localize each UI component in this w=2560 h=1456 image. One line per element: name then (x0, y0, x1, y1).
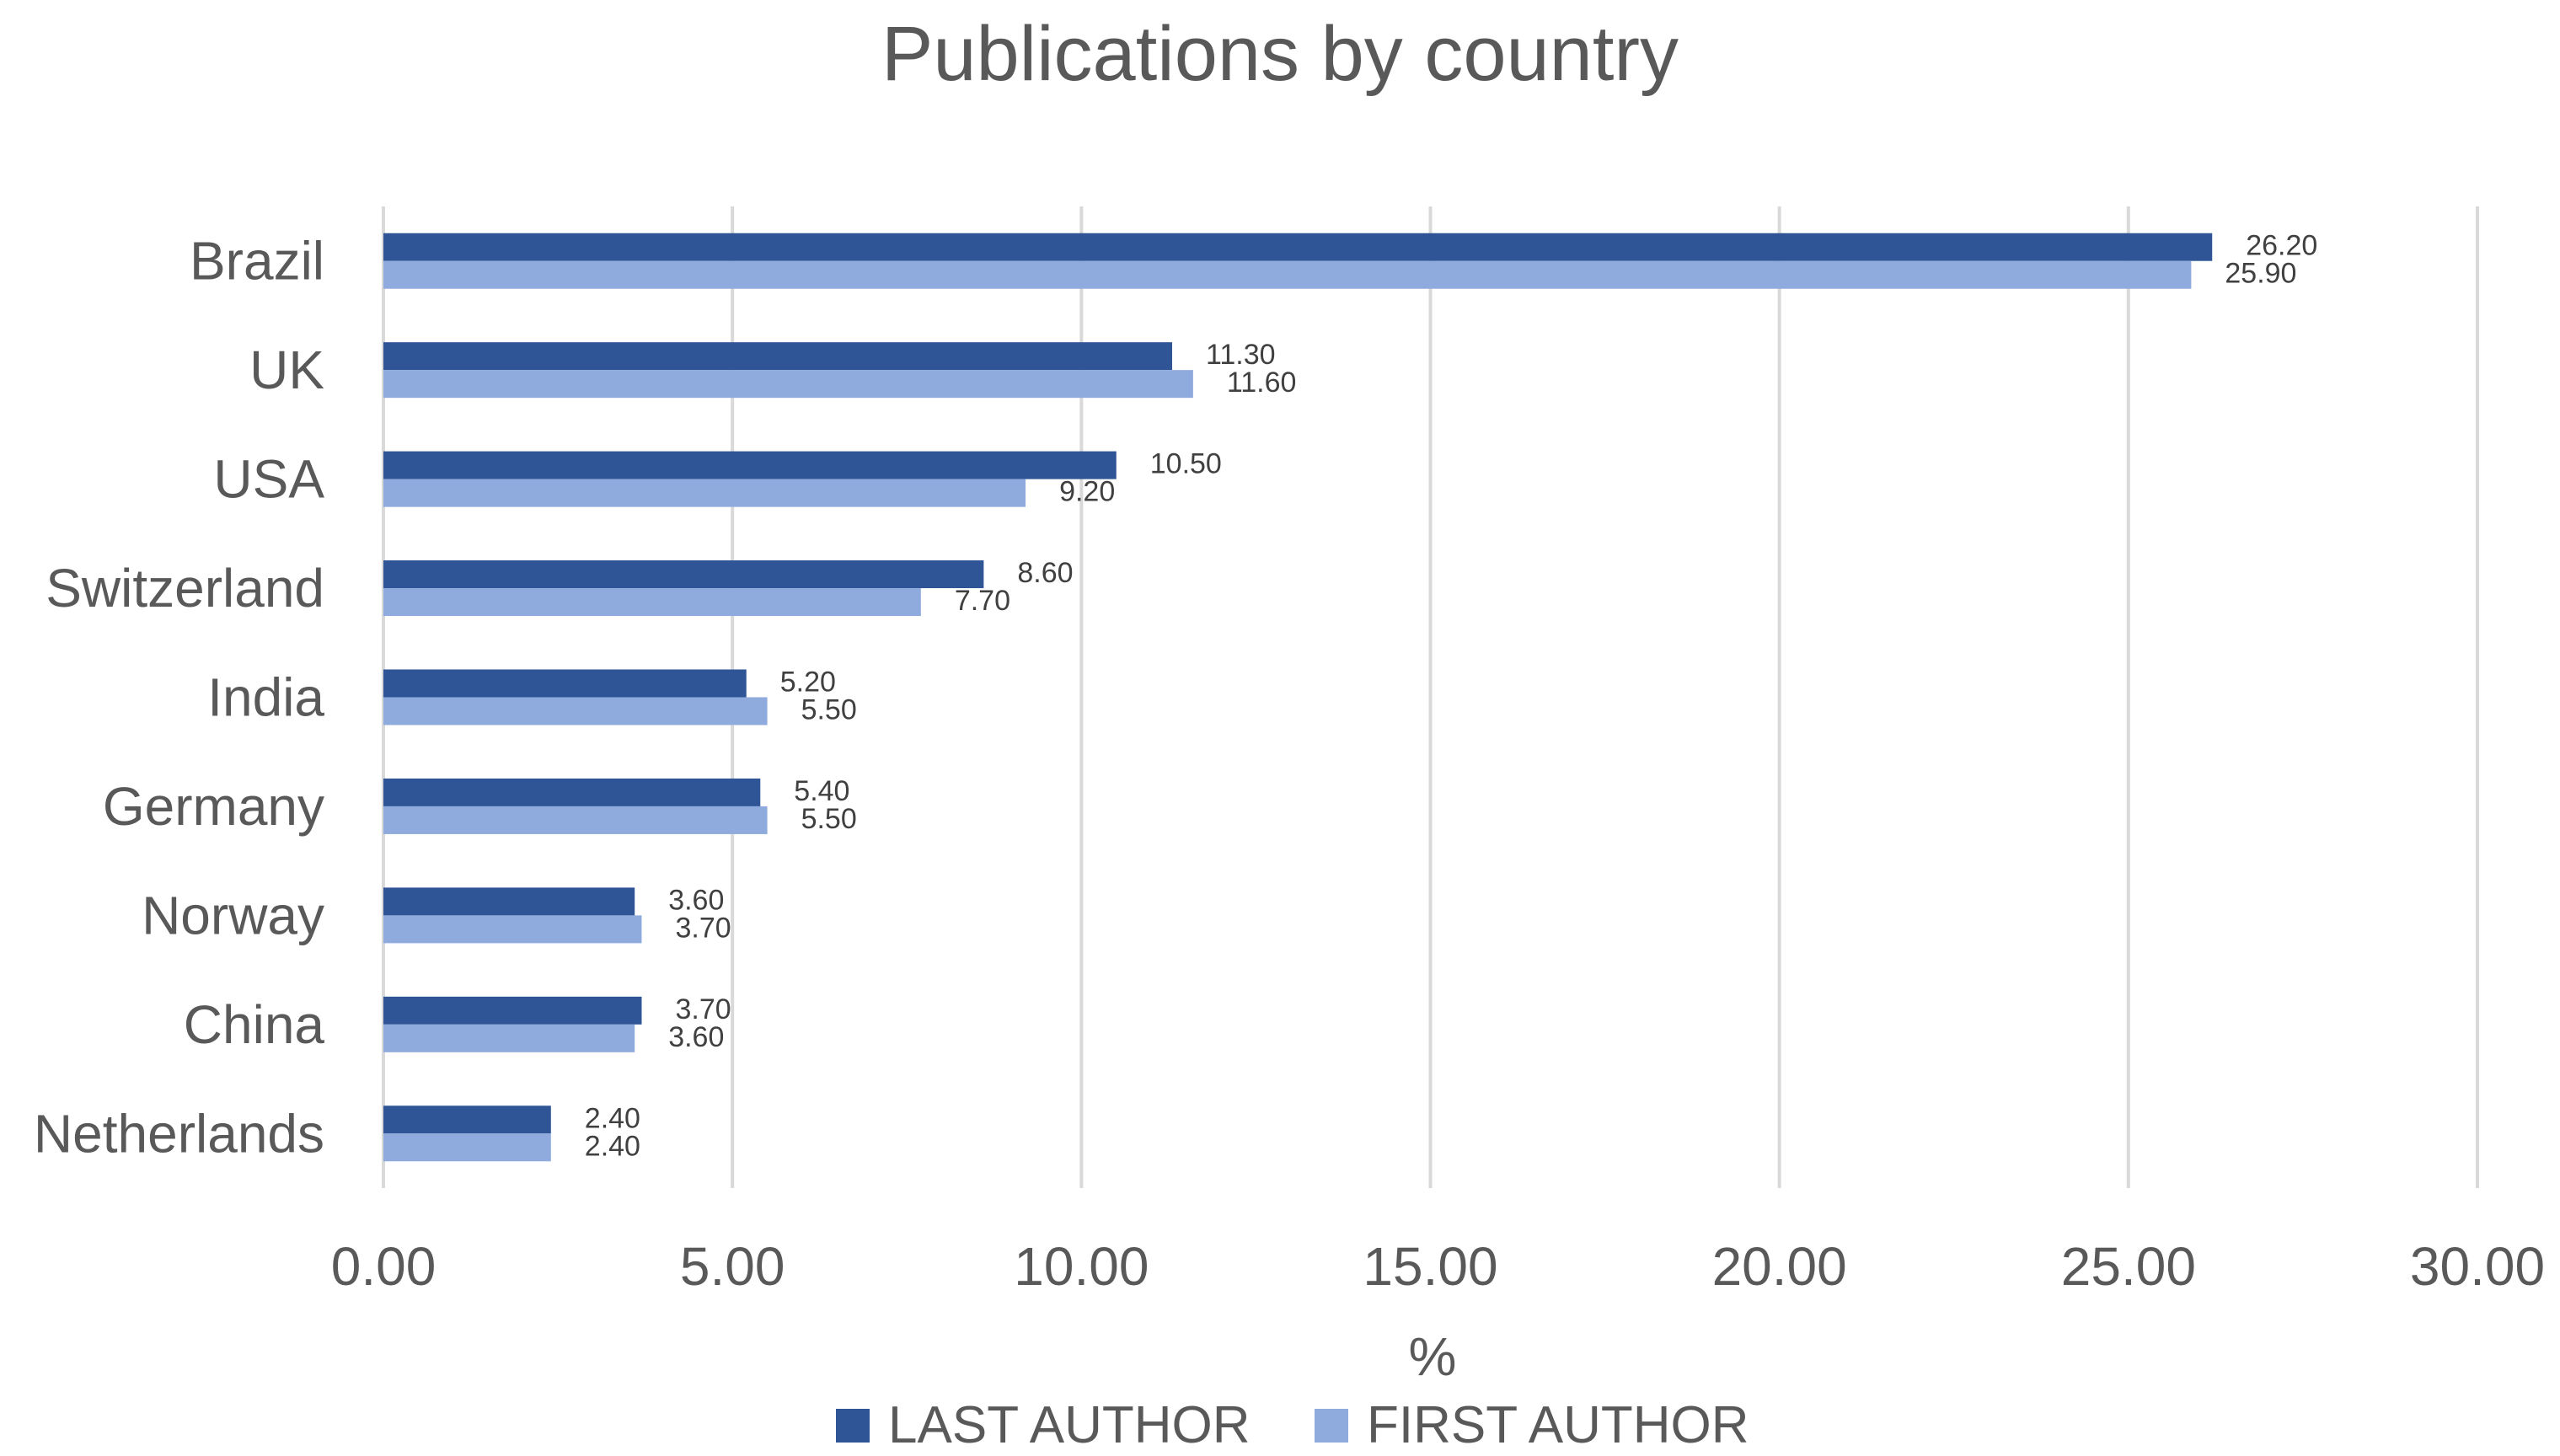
category-labels: Brazil UK USA Switzerland India Germany Norway… (34, 231, 325, 1164)
bar-last-author (383, 233, 2213, 261)
bar-last-author (383, 996, 642, 1025)
chart-title: Publications by country (881, 11, 1679, 97)
category-label: Netherlands (34, 1103, 324, 1164)
bar-last-author (383, 669, 747, 698)
bar-last-author (383, 887, 635, 916)
data-label: 2.40 (585, 1130, 640, 1162)
legend: LAST AUTHOR FIRST AUTHOR (836, 1396, 1749, 1454)
data-label: 3.70 (675, 993, 731, 1025)
bar-last-author (383, 342, 1173, 371)
x-tick-label: 10.00 (1014, 1236, 1149, 1297)
bar-first-author (383, 588, 921, 617)
data-label: 3.70 (675, 912, 731, 944)
category-label: India (207, 667, 324, 728)
data-label: 11.30 (1206, 339, 1276, 371)
bar-first-author (383, 1024, 635, 1052)
data-label: 2.40 (585, 1102, 640, 1134)
bar-first-author (383, 915, 642, 944)
x-tick-label: 15.00 (1363, 1236, 1497, 1297)
category-label: China (184, 994, 325, 1055)
legend-label: LAST AUTHOR (888, 1396, 1251, 1454)
bars (383, 233, 2213, 1162)
data-label: 10.50 (1150, 448, 1222, 480)
bar-first-author (383, 370, 1193, 399)
data-label: 11.60 (1227, 367, 1297, 399)
data-label: 5.50 (801, 803, 857, 835)
data-label: 8.60 (1017, 557, 1073, 589)
data-label: 9.20 (1059, 476, 1115, 508)
bar-last-author (383, 778, 761, 806)
data-label: 26.20 (2246, 230, 2317, 262)
data-label: 5.20 (780, 666, 836, 699)
bar-first-author (383, 697, 768, 725)
legend-label: FIRST AUTHOR (1367, 1396, 1749, 1454)
x-tick-labels: 0.00 5.00 10.00 15.00 20.00 25.00 30.00 (331, 1236, 2545, 1297)
x-tick-label: 25.00 (2061, 1236, 2196, 1297)
category-label: UK (249, 340, 324, 400)
x-tick-label: 20.00 (1712, 1236, 1847, 1297)
data-label: 7.70 (955, 585, 1010, 617)
data-label: 25.90 (2225, 258, 2296, 290)
bar-first-author (383, 1133, 551, 1162)
data-label: 5.50 (801, 694, 857, 726)
bar-last-author (383, 560, 984, 589)
bar-first-author (383, 479, 1026, 507)
category-label: Brazil (190, 231, 324, 292)
data-label: 5.40 (794, 775, 849, 807)
bar-first-author (383, 806, 768, 834)
legend-swatch (1315, 1409, 1348, 1443)
category-label: USA (213, 449, 324, 510)
x-axis-title: % (1409, 1326, 1457, 1387)
bar-first-author (383, 260, 2192, 289)
bar-last-author (383, 451, 1117, 479)
category-label: Germany (103, 776, 324, 837)
x-tick-label: 30.00 (2410, 1236, 2545, 1297)
data-label: 3.60 (668, 884, 724, 916)
category-label: Norway (142, 885, 324, 945)
legend-swatch (836, 1409, 870, 1443)
bar-last-author (383, 1105, 551, 1134)
x-tick-label: 5.00 (680, 1236, 785, 1297)
category-label: Switzerland (46, 558, 324, 618)
x-tick-label: 0.00 (331, 1236, 436, 1297)
data-label: 3.60 (668, 1021, 724, 1053)
